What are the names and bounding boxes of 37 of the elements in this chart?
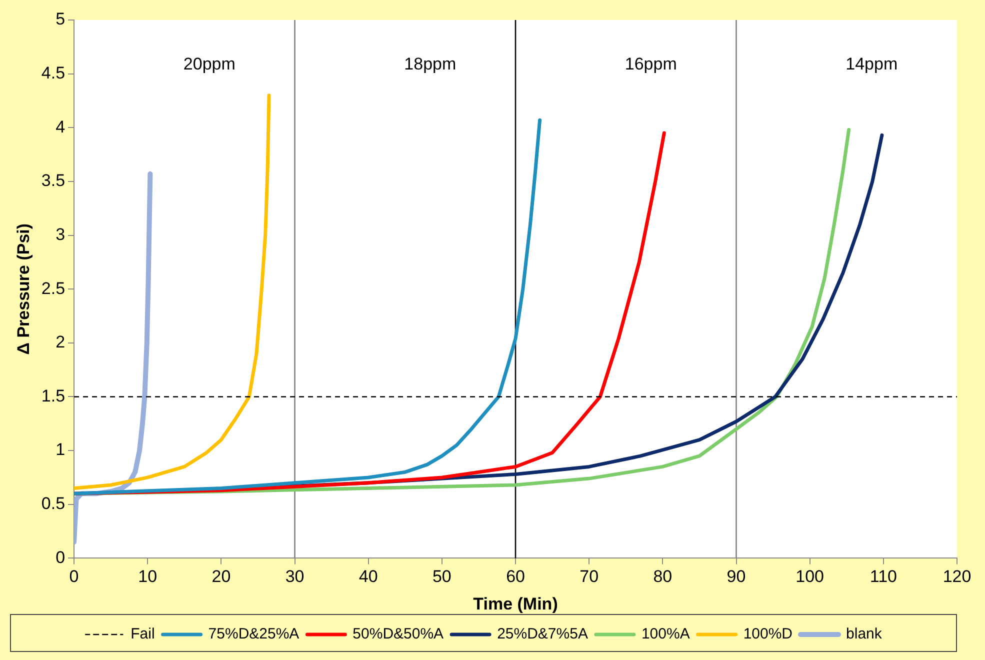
x-tick-label: 40 xyxy=(358,567,378,586)
y-tick-label: 0.5 xyxy=(41,494,66,514)
y-tick-label: 3 xyxy=(56,224,66,244)
legend-label: 25%D&7%5A xyxy=(497,626,588,643)
legend-label: 100%D xyxy=(743,626,793,643)
annotation: 20ppm xyxy=(183,54,236,74)
y-axis-title: Δ Pressure (Psi) xyxy=(14,223,33,355)
x-tick-label: 110 xyxy=(870,567,897,586)
y-tick-label: 2 xyxy=(56,332,66,352)
x-tick-label: 100 xyxy=(796,567,824,586)
annotation: 16ppm xyxy=(624,54,677,74)
legend-label: 50%D&50%A xyxy=(352,626,444,643)
y-tick-label: 2.5 xyxy=(41,278,66,298)
x-tick-label: 30 xyxy=(285,567,304,586)
y-tick-label: 1 xyxy=(56,440,66,460)
y-tick-label: 5 xyxy=(56,10,66,29)
annotation: 18ppm xyxy=(404,54,456,74)
y-tick-label: 4 xyxy=(56,117,66,136)
y-tick-label: 3.5 xyxy=(41,171,66,190)
x-tick-label: 80 xyxy=(653,567,672,586)
x-axis-title: Time (Min) xyxy=(473,594,558,614)
x-tick-label: 50 xyxy=(432,567,452,586)
x-tick-label: 10 xyxy=(138,567,158,586)
x-tick-label: 20 xyxy=(212,567,231,586)
legend-label: Fail xyxy=(130,626,155,643)
legend-label: 75%D&25%A xyxy=(208,626,300,643)
x-tick-label: 70 xyxy=(580,567,599,586)
x-tick-label: 90 xyxy=(726,567,746,586)
y-tick-label: 4.5 xyxy=(41,64,66,83)
x-tick-label: 120 xyxy=(942,567,972,586)
y-tick-label: 0 xyxy=(56,548,66,567)
y-tick-label: 1.5 xyxy=(41,386,66,406)
x-tick-label: 0 xyxy=(69,567,79,586)
legend-label: blank xyxy=(846,626,882,643)
legend-label: 100%A xyxy=(641,626,690,643)
annotation: 14ppm xyxy=(846,54,898,74)
x-tick-label: 60 xyxy=(506,567,525,586)
